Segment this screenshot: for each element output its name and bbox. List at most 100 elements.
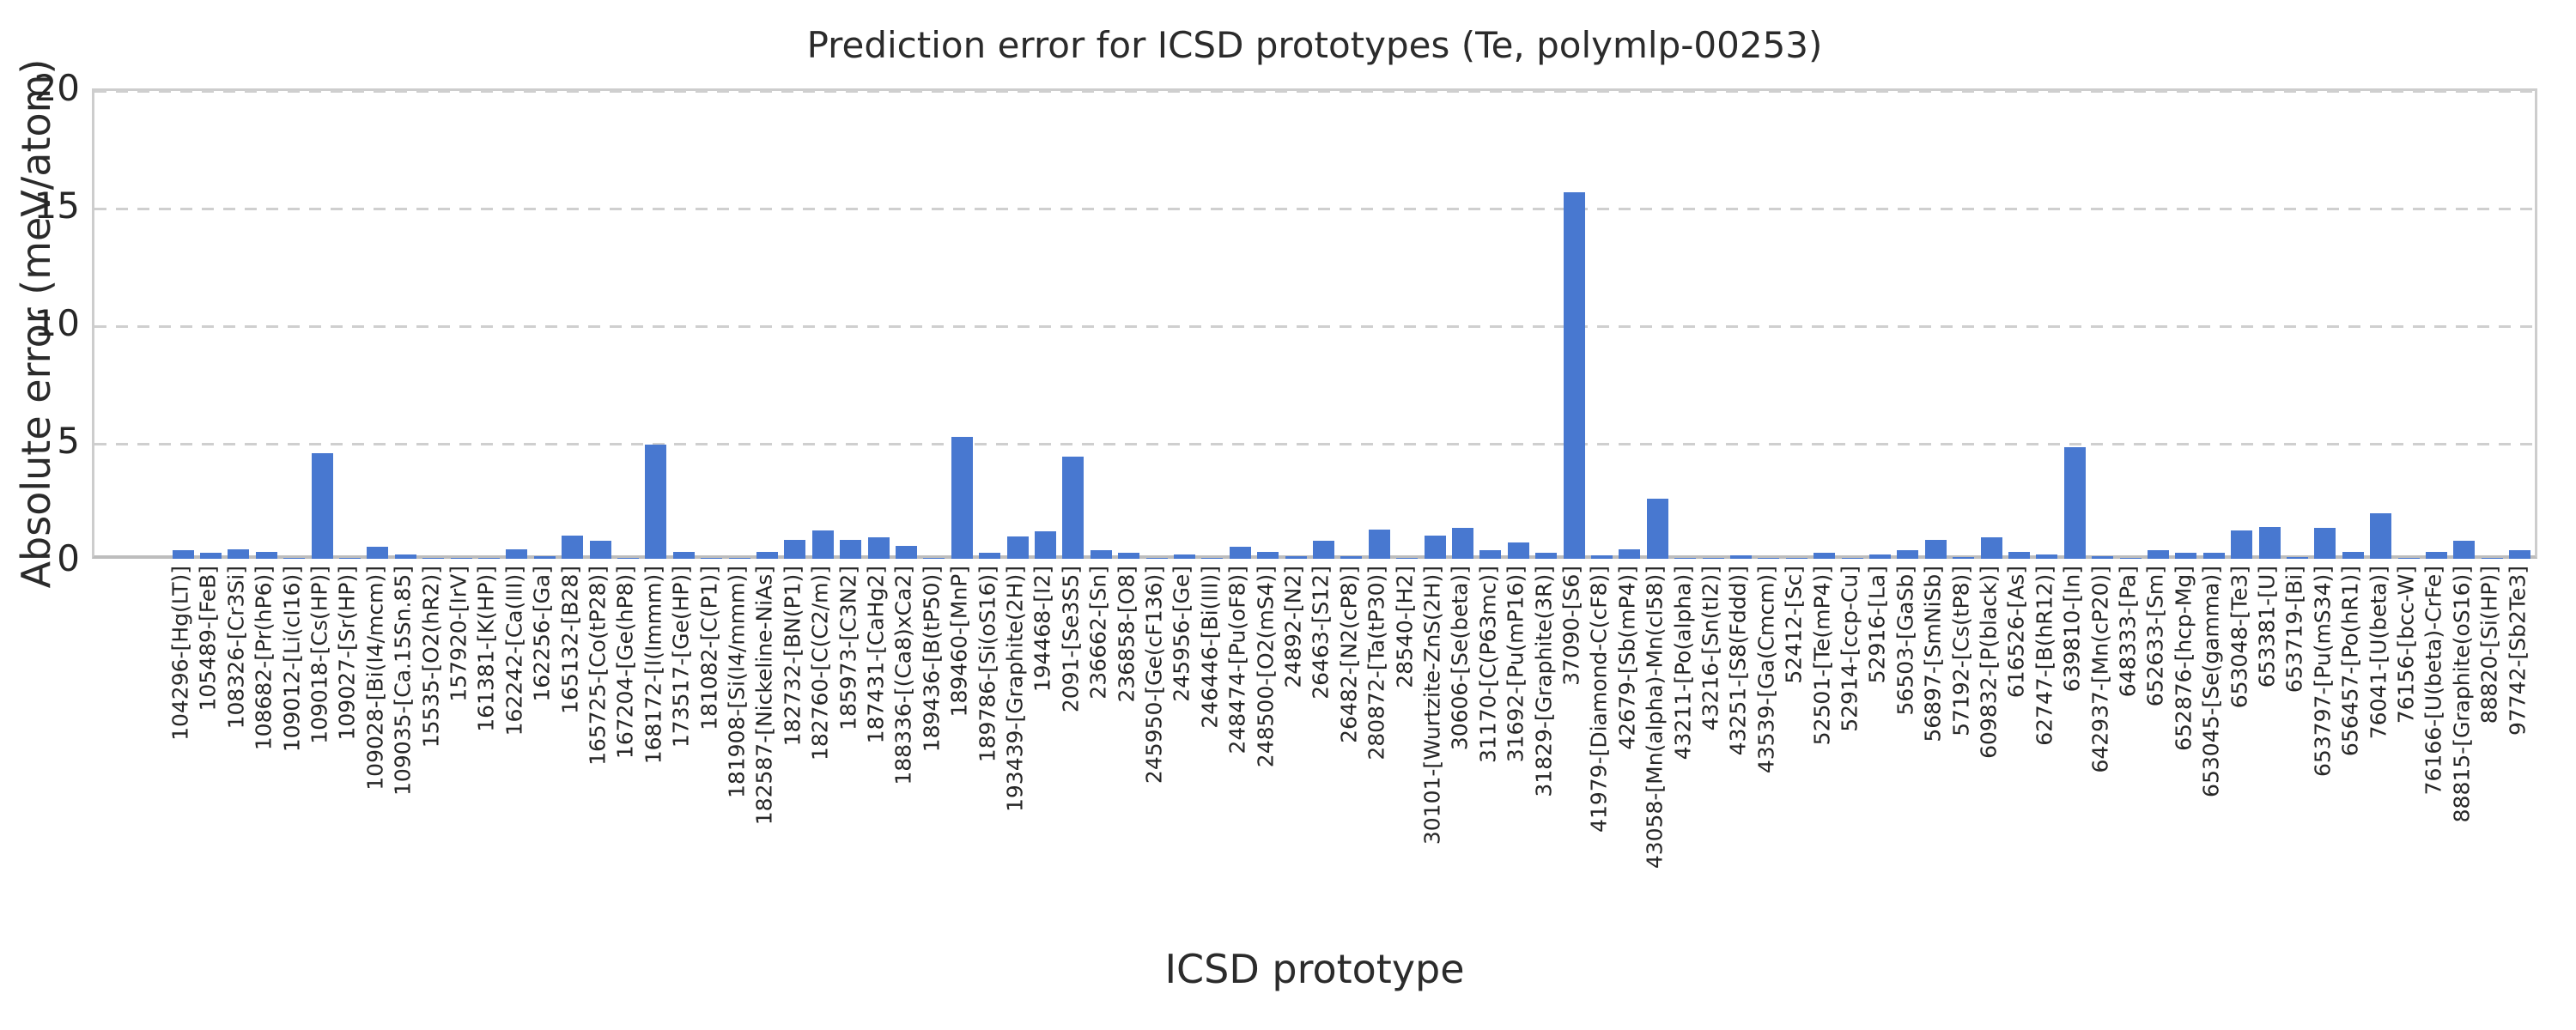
bar — [422, 558, 445, 559]
bar — [2342, 551, 2364, 559]
x-tick-label: 109018-[Cs(HP)] — [307, 566, 332, 744]
x-tick-label: 181908-[Si(I4/mmm)] — [724, 566, 750, 799]
x-tick-label: 52501-[Te(mP4)] — [1809, 566, 1835, 746]
x-tick-label: 43539-[Ga(Cmcm)] — [1753, 566, 1779, 774]
bar — [1368, 529, 1390, 559]
x-tick-label: 639810-[In] — [2059, 566, 2085, 693]
x-tick-label: 167204-[Ge(hP8)] — [612, 566, 638, 760]
bar — [199, 553, 222, 559]
x-tick-label: 162256-[Ga] — [529, 566, 555, 702]
bar — [867, 537, 890, 559]
x-tick-label: 109028-[Bi(I4/mcm)] — [362, 566, 388, 791]
bar — [1980, 537, 2002, 559]
bar — [1619, 549, 1641, 559]
x-tick-label: 280872-[Ta(tP30)] — [1364, 566, 1389, 760]
bar — [172, 550, 194, 559]
y-tick-label: 10 — [33, 302, 80, 344]
x-tick-label: 653381-[U] — [2254, 566, 2280, 688]
x-tick-label: 76041-[U(beta)] — [2366, 566, 2391, 740]
bar — [1090, 550, 1112, 559]
x-tick-label: 76166-[U(beta)-CrFe] — [2421, 566, 2446, 796]
x-tick-label: 2091-[Se3S5] — [1058, 566, 1084, 713]
x-tick-label: 109012-[Li(cI16)] — [279, 566, 305, 753]
x-tick-label: 182732-[BN(P1)] — [780, 566, 805, 747]
bar — [1674, 558, 1697, 559]
bar — [672, 552, 695, 559]
y-tick-label: 20 — [33, 67, 80, 109]
bar — [1729, 554, 1752, 559]
x-tick-label: 104296-[Hg(LT)] — [167, 566, 193, 741]
bar — [784, 540, 806, 559]
bar — [2397, 558, 2420, 559]
x-tick-label: 43251-[S8(Fddd)] — [1725, 566, 1751, 756]
x-tick-label: 193439-[Graphite(2H)] — [1002, 566, 1028, 812]
x-tick-label: 30101-[Wurtzite-ZnS(2H)] — [1419, 566, 1445, 845]
bar — [394, 554, 416, 559]
x-tick-label: 52914-[ccp-Cu] — [1837, 566, 1862, 732]
x-tick-label: 161381-[K(HP)] — [473, 566, 499, 732]
x-tick-label: 168172-[I(Immm)] — [641, 566, 666, 765]
bar — [2453, 541, 2476, 559]
x-tick-label: 653797-[Pu(mS34)] — [2310, 566, 2336, 777]
x-tick-label: 57192-[Cs(tP8)] — [1948, 566, 1974, 736]
bar — [2314, 528, 2336, 559]
bar — [1006, 536, 1029, 559]
bar — [1646, 499, 1668, 559]
x-tick-label: 165132-[B28] — [557, 566, 583, 714]
x-tick-label: 653048-[Te3] — [2227, 566, 2252, 709]
bar — [1201, 558, 1224, 559]
bar — [617, 558, 639, 559]
x-tick-label: 656457-[Po(hR1)] — [2337, 566, 2363, 757]
bar — [2370, 512, 2392, 559]
x-tick-label: 245956-[Ge] — [1169, 566, 1194, 702]
bar — [1396, 558, 1419, 559]
x-tick-label: 56897-[SmNiSb] — [1920, 566, 1946, 742]
x-tick-label: 245950-[Ge(cF136)] — [1141, 566, 1167, 785]
x-tick-label: 62747-[B(hR12)] — [2032, 566, 2057, 746]
x-tick-label: 653719-[Bi] — [2281, 566, 2307, 694]
bar — [2258, 527, 2281, 559]
bar — [1062, 456, 1084, 559]
bar — [2425, 551, 2447, 559]
bar — [1590, 555, 1613, 559]
gridline-y-5 — [94, 443, 2535, 445]
x-tick-label: 24892-[N2] — [1280, 566, 1306, 688]
bar — [1841, 558, 1863, 559]
bar — [311, 452, 333, 559]
x-tick-label: 182760-[C(C2/m)] — [807, 566, 833, 761]
x-tick-label: 616526-[As] — [2003, 566, 2029, 699]
bar — [283, 558, 306, 559]
bar — [228, 549, 250, 559]
bar — [728, 558, 750, 559]
x-tick-label: 15535-[O2(hR2)] — [418, 566, 444, 748]
x-tick-label: 189460-[MnP] — [946, 566, 972, 718]
bar — [840, 540, 862, 559]
bar — [895, 545, 917, 559]
bar — [2175, 553, 2197, 559]
x-tick-label: 236858-[O8] — [1114, 566, 1139, 703]
bar — [2509, 550, 2531, 559]
bar — [1563, 191, 1585, 559]
y-tick-label: 15 — [33, 185, 80, 227]
y-axis-tick-labels: 0 5 10 15 20 — [0, 0, 80, 1030]
gridline-y-15 — [94, 208, 2535, 210]
x-tick-label: 609832-[P(black)] — [1976, 566, 2002, 759]
x-tick-label: 28540-[H2] — [1392, 566, 1418, 688]
bar — [562, 535, 584, 559]
plot-area — [92, 88, 2537, 559]
bar — [477, 558, 500, 559]
bar — [2147, 550, 2169, 559]
bar — [1424, 535, 1446, 559]
x-tick-label: 52916-[La] — [1864, 566, 1890, 684]
x-tick-label: 652876-[hcp-Mg] — [2171, 566, 2196, 751]
x-tick-label: 26482-[N2(cP8)] — [1336, 566, 1362, 743]
x-tick-label: 109035-[Ca.15Sn.85] — [390, 566, 416, 796]
x-tick-label: 108326-[Cr3Si] — [223, 566, 249, 730]
gridline-y-10 — [94, 325, 2535, 328]
bar — [1897, 550, 1919, 559]
x-tick-label: 188336-[(Ca8)xCa2] — [890, 566, 916, 785]
bar — [2231, 530, 2253, 559]
x-tick-label: 42679-[Sb(mP4)] — [1614, 566, 1640, 750]
x-tick-label: 97742-[Sb2Te3] — [2505, 566, 2530, 736]
